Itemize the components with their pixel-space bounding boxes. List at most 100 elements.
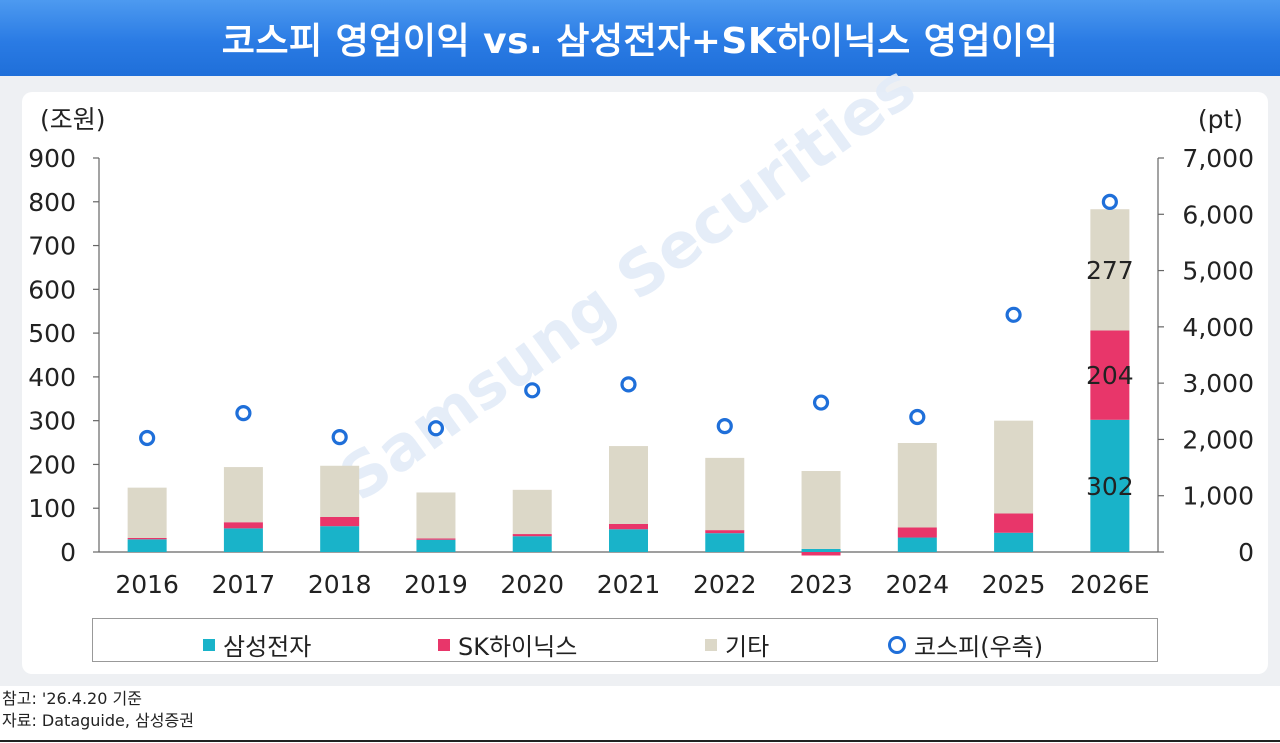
y-left-tick-label: 400 — [28, 363, 76, 392]
y-left-tick-label: 0 — [60, 538, 76, 567]
title-bar: 코스피 영업이익 vs. 삼성전자+SK하이닉스 영업이익 — [0, 0, 1280, 76]
kospi-point-2023 — [812, 394, 830, 411]
legend-item-samsung: 삼성전자 — [203, 627, 311, 662]
bar-other-2021 — [609, 446, 648, 524]
y-left-tick-label: 600 — [28, 275, 76, 304]
data-label-2026E-other: 277 — [1086, 256, 1134, 285]
bar-other-2022 — [705, 457, 745, 531]
bar-samsung-2023 — [801, 548, 841, 552]
y-left-tick-label: 200 — [28, 450, 76, 479]
kospi-point-2022 — [716, 418, 733, 435]
bar-skhynix-2018 — [320, 516, 360, 527]
kospi-point-2017 — [235, 405, 252, 422]
y-right-tick-label: 3,000 — [1182, 369, 1254, 398]
legend-label-other: 기타 — [725, 633, 770, 661]
data-label-2026E-skhynix: 204 — [1086, 361, 1134, 390]
x-tick-label: 2026E — [1070, 570, 1149, 599]
bar-skhynix-2016 — [127, 537, 167, 540]
kospi-point-2025 — [1005, 306, 1022, 323]
legend-label-samsung: 삼성전자 — [223, 633, 312, 661]
kospi-point-2026E — [1101, 193, 1118, 211]
x-tick-label: 2025 — [982, 570, 1046, 599]
bar-skhynix-2023 — [801, 552, 841, 556]
bar-other-2019 — [416, 492, 456, 539]
legend-swatch-samsung — [203, 638, 215, 651]
bar-samsung-2026E — [1090, 419, 1130, 552]
kospi-point-2016 — [139, 429, 156, 447]
legend-swatch-other — [705, 638, 717, 651]
bar-other-2017 — [223, 467, 263, 523]
bar-samsung-2017 — [223, 528, 263, 552]
footnotes: 참고: '26.4.20 기준 자료: Dataguide, 삼성증권 — [2, 688, 194, 732]
bar-samsung-2016 — [127, 539, 167, 552]
footnote-reference-date: 참고: '26.4.20 기준 — [2, 689, 142, 708]
y-left-tick-label: 800 — [28, 188, 76, 217]
kospi-point-2020 — [524, 382, 541, 399]
y-left-tick-label: 700 — [28, 232, 76, 261]
data-label-2026E-samsung: 302 — [1086, 472, 1134, 501]
y-right-axis-label: (pt) — [1198, 105, 1243, 134]
bar-samsung-2025 — [994, 532, 1034, 552]
bar-skhynix-2017 — [223, 522, 263, 529]
footnote-source: 자료: Dataguide, 삼성증권 — [2, 711, 194, 730]
chart-legend: 삼성전자 SK하이닉스 기타 코스피(우측) — [92, 618, 1158, 662]
bar-skhynix-2025 — [994, 513, 1034, 533]
x-tick-label: 2019 — [404, 570, 468, 599]
legend-item-kospi: 코스피(우측) — [888, 627, 1043, 662]
bar-other-2024 — [897, 442, 937, 528]
y-left-axis-label: (조원) — [40, 105, 106, 134]
legend-marker-kospi — [888, 635, 906, 654]
chart-panel — [22, 92, 1268, 674]
kospi-point-2019 — [427, 420, 445, 437]
bar-skhynix-2020 — [512, 534, 552, 537]
bar-other-2016 — [127, 487, 167, 538]
x-tick-label: 2022 — [693, 570, 757, 599]
bottom-rule — [0, 740, 1280, 742]
x-tick-label: 2023 — [789, 570, 853, 599]
bar-samsung-2019 — [416, 539, 456, 552]
bar-samsung-2020 — [512, 536, 552, 552]
x-tick-label: 2021 — [597, 570, 661, 599]
legend-item-other: 기타 — [705, 627, 769, 662]
y-left-tick-label: 500 — [28, 319, 76, 348]
kospi-point-2024 — [909, 408, 926, 426]
kospi-point-2018 — [331, 429, 348, 446]
bar-other-2023 — [801, 471, 841, 549]
bar-other-2026E — [1090, 209, 1130, 331]
y-right-tick-label: 7,000 — [1182, 144, 1254, 173]
x-tick-label: 2020 — [500, 570, 564, 599]
x-tick-label: 2024 — [886, 570, 950, 599]
bar-skhynix-2026E — [1090, 330, 1130, 420]
legend-item-skhynix: SK하이닉스 — [438, 627, 577, 662]
y-left-tick-label: 300 — [28, 407, 76, 436]
watermark: Samsung Securities — [326, 50, 928, 516]
bar-skhynix-2022 — [705, 530, 745, 534]
bar-samsung-2022 — [705, 533, 745, 552]
y-right-tick-label: 0 — [1238, 538, 1254, 567]
bar-skhynix-2019 — [416, 538, 456, 540]
page-title: 코스피 영업이익 vs. 삼성전자+SK하이닉스 영업이익 — [221, 21, 1059, 62]
bar-skhynix-2024 — [897, 527, 937, 538]
bar-samsung-2024 — [897, 537, 937, 552]
y-right-tick-label: 4,000 — [1182, 313, 1254, 342]
y-right-tick-label: 5,000 — [1182, 257, 1254, 286]
bar-samsung-2021 — [609, 529, 648, 552]
y-left-tick-label: 100 — [28, 494, 76, 523]
kospi-point-2021 — [620, 376, 637, 393]
bar-other-2020 — [512, 489, 552, 535]
bar-other-2018 — [320, 465, 360, 517]
x-tick-label: 2018 — [308, 570, 372, 599]
y-right-tick-label: 6,000 — [1182, 200, 1254, 229]
x-tick-label: 2016 — [115, 570, 179, 599]
y-left-tick-label: 900 — [28, 144, 76, 173]
bar-samsung-2018 — [320, 526, 360, 552]
y-right-tick-label: 1,000 — [1182, 482, 1254, 511]
legend-swatch-skhynix — [438, 638, 450, 651]
bar-skhynix-2021 — [609, 523, 648, 530]
x-tick-label: 2017 — [212, 570, 276, 599]
bar-other-2025 — [994, 420, 1034, 514]
legend-label-skhynix: SK하이닉스 — [458, 633, 578, 661]
legend-label-kospi: 코스피(우측) — [914, 633, 1044, 661]
y-right-tick-label: 2,000 — [1182, 425, 1254, 454]
